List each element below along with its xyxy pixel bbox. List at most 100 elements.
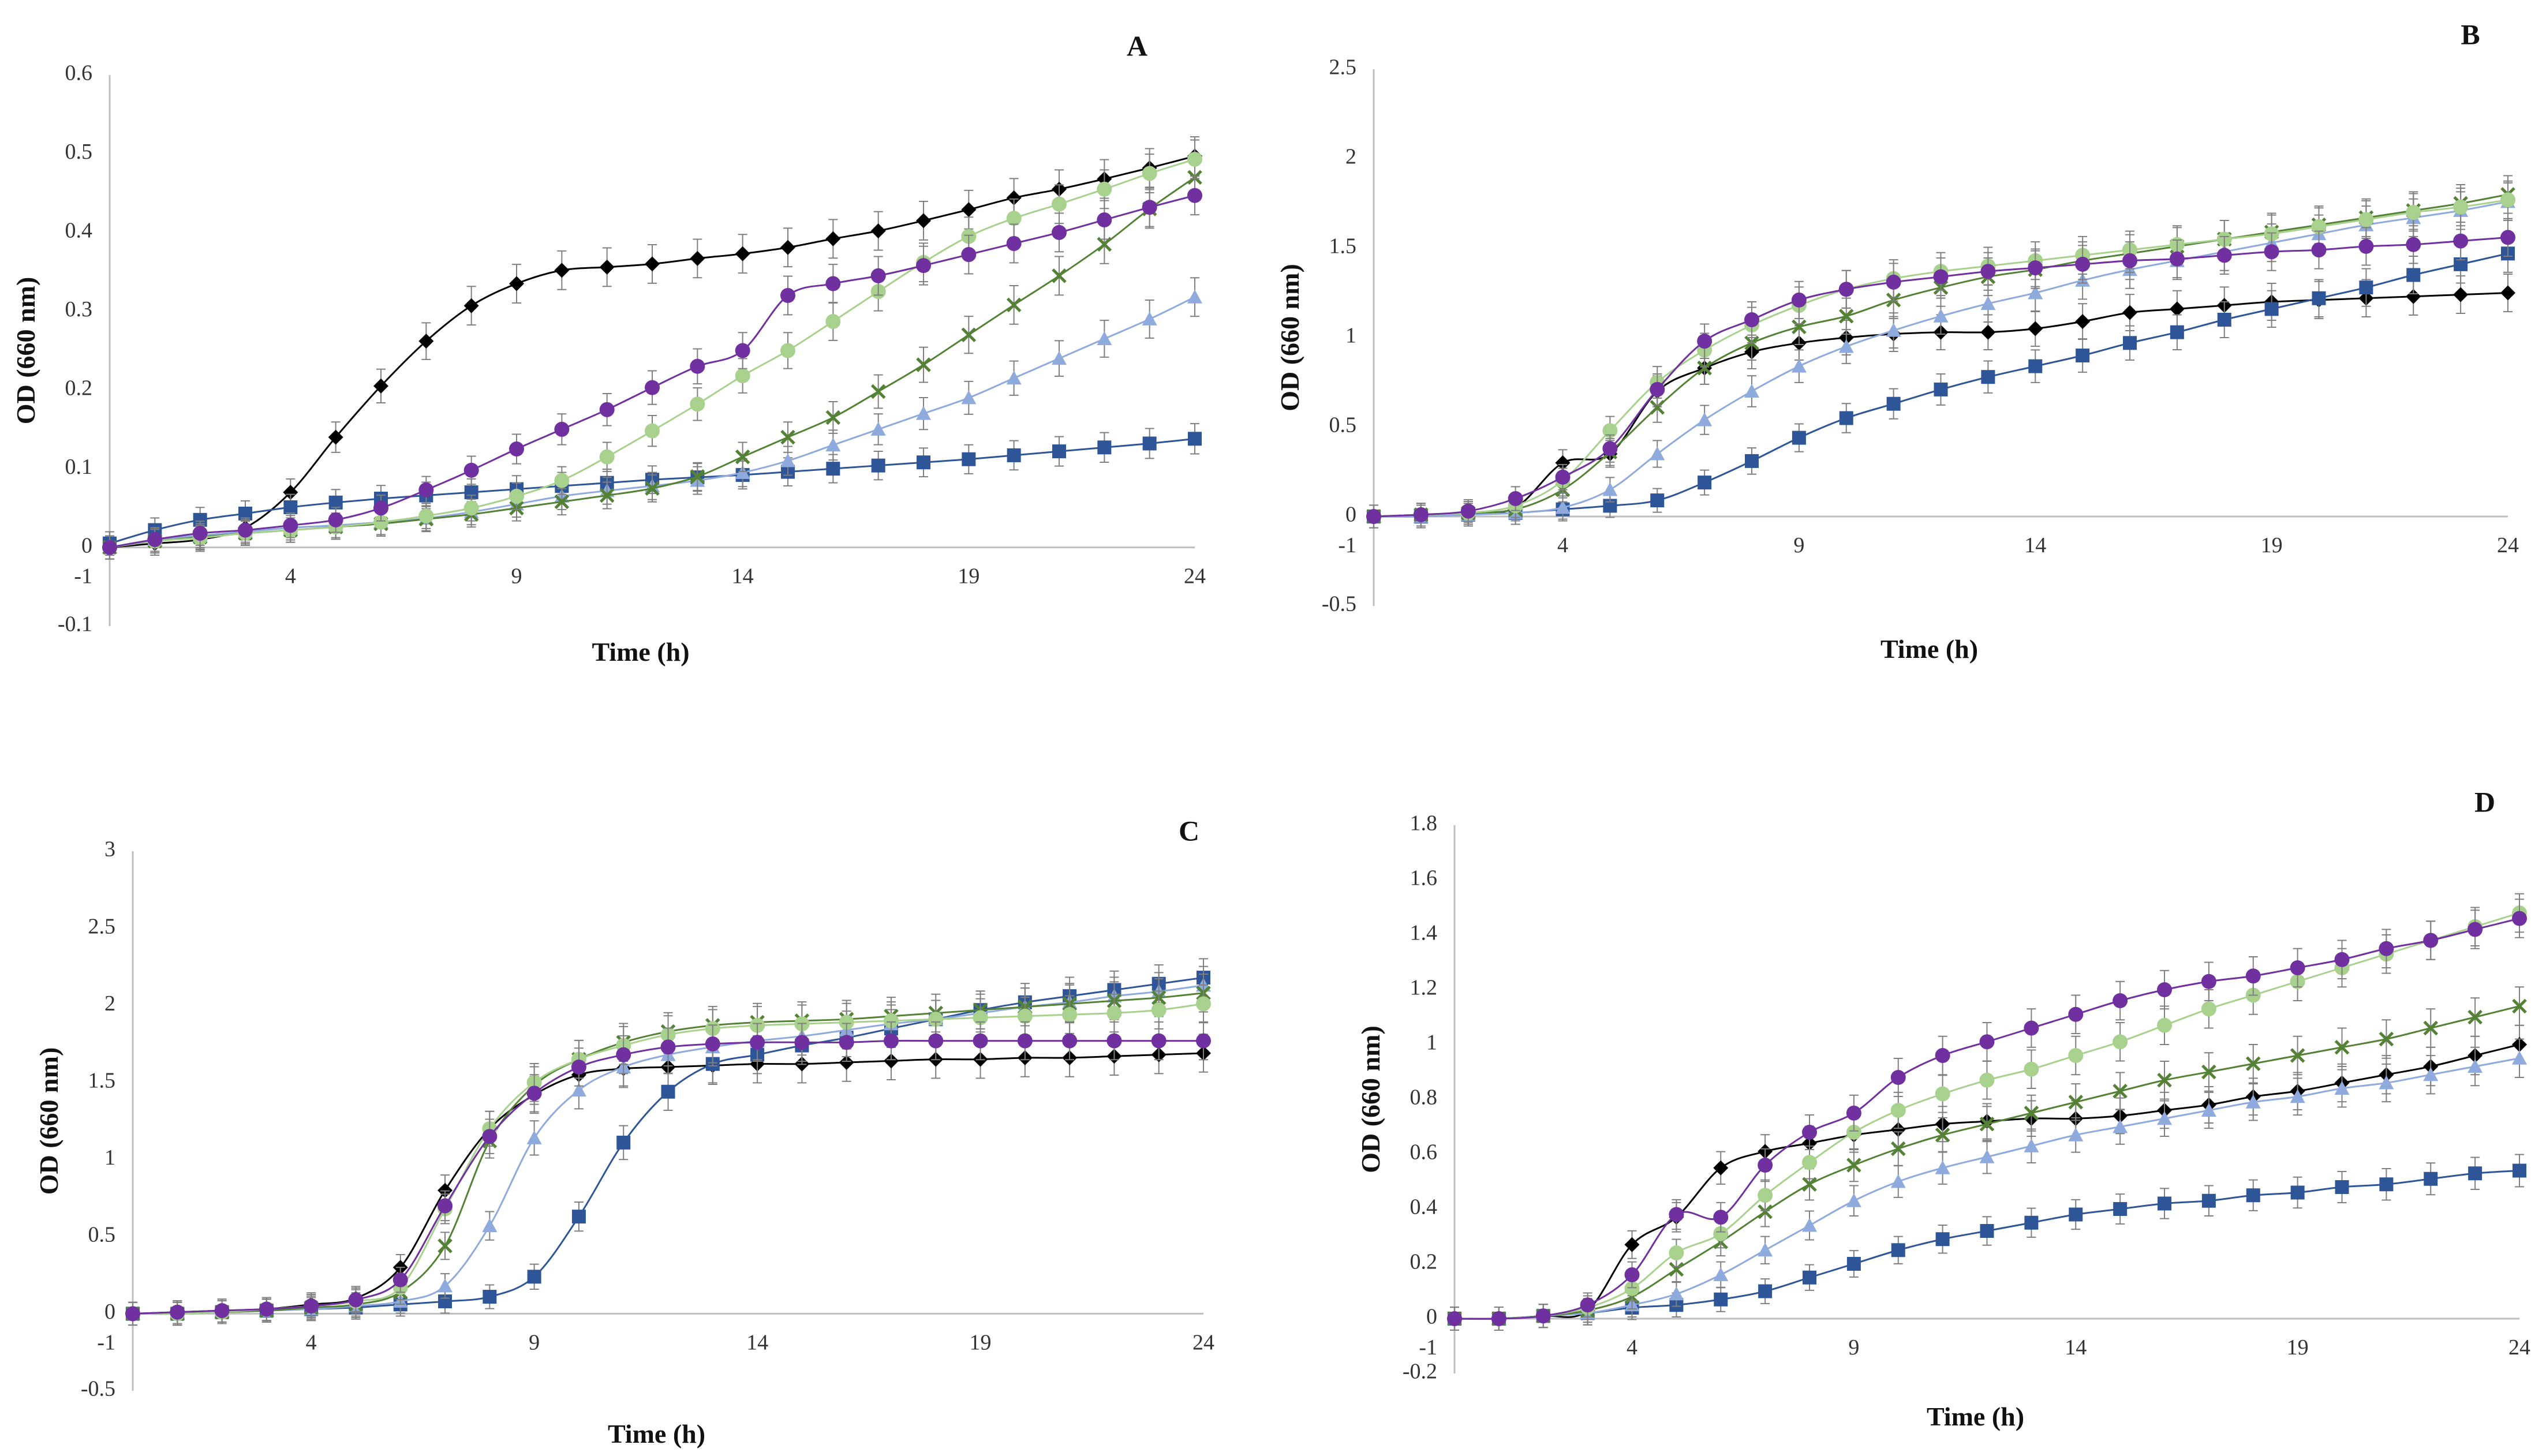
data-point-purple (1508, 491, 1523, 506)
data-point-purple (1602, 441, 1618, 456)
data-point-lightblue (571, 1083, 586, 1097)
data-point-purple (1935, 1048, 1950, 1063)
data-point-black (328, 429, 343, 445)
y-tick-label: 3 (104, 837, 115, 862)
data-point-purple (259, 1301, 274, 1317)
data-point-lightgreen (735, 368, 750, 384)
data-point-purple (2075, 256, 2091, 272)
data-point-purple (1535, 1308, 1551, 1324)
x-axis-title: Time (h) (1880, 634, 1978, 664)
data-point-green (2290, 1048, 2305, 1063)
panel-letter: D (2474, 785, 2495, 818)
data-point-purple (1062, 1033, 1078, 1049)
data-point-lightgreen (1669, 1245, 1684, 1260)
data-point-lightblue (2290, 1089, 2305, 1103)
data-point-lightblue (1142, 311, 1157, 325)
data-point-green (1052, 268, 1067, 283)
data-point-lightblue (870, 421, 886, 436)
data-point-blue (2406, 268, 2421, 282)
data-point-green (1669, 1262, 1684, 1277)
data-point-purple (328, 512, 343, 527)
data-point-purple (1980, 264, 1996, 279)
data-point-lightblue (1669, 1286, 1684, 1301)
data-point-green (870, 384, 886, 399)
x-tick-label: 19 (2261, 533, 2283, 557)
data-point-blue (2123, 336, 2137, 350)
data-point-green (2423, 1020, 2439, 1036)
data-point-lightgreen (928, 1012, 944, 1027)
data-point-black (283, 485, 298, 500)
data-point-purple (1713, 1210, 1729, 1225)
data-point-black (554, 263, 570, 278)
data-point-lightgreen (2024, 1061, 2039, 1077)
data-point-lightgreen (1062, 1007, 1078, 1023)
y-tick-label: 2.5 (1329, 55, 1357, 80)
x-tick-label: 9 (1793, 533, 1804, 557)
y-tick-label: 1.8 (1410, 811, 1438, 836)
data-point-blue (1698, 476, 1712, 490)
data-point-blue (1792, 431, 1806, 445)
data-point-green (825, 410, 841, 425)
data-point-blue (1097, 440, 1112, 455)
data-point-purple (2264, 244, 2279, 260)
data-point-purple (2024, 1020, 2039, 1036)
data-point-lightblue (1758, 1242, 1773, 1257)
data-point-blue (616, 1135, 631, 1150)
data-point-purple (1555, 469, 1571, 485)
data-point-lightgreen (2113, 1034, 2128, 1050)
data-point-blue (826, 462, 840, 476)
panel-letter: B (2461, 18, 2480, 50)
data-point-lightgreen (825, 314, 841, 330)
data-point-green (1802, 1177, 1817, 1192)
data-point-lightblue (2113, 1119, 2128, 1133)
data-point-blue (1188, 432, 1202, 446)
data-point-purple (373, 500, 388, 516)
y-tick-label: 2 (1345, 145, 1356, 169)
data-point-purple (2122, 253, 2137, 268)
data-point-lightblue (1697, 412, 1713, 426)
y-tick-label: 0.5 (88, 1223, 116, 1247)
data-point-lightblue (1713, 1267, 1729, 1281)
data-point-green (961, 327, 977, 342)
data-point-purple (961, 247, 977, 263)
series-purple (102, 175, 1202, 560)
x-tick-label: 14 (2065, 1335, 2087, 1360)
data-point-blue (2217, 313, 2231, 327)
data-point-lightblue (2512, 1050, 2527, 1065)
data-point-lightgreen (2453, 199, 2469, 215)
data-point-lightgreen (883, 1013, 899, 1028)
data-point-purple (1886, 274, 1901, 290)
data-point-black (418, 334, 434, 349)
data-point-black (645, 256, 660, 272)
x-tick-label: 9 (1848, 1335, 1859, 1360)
data-point-lightgreen (373, 514, 388, 530)
x-tick-label: -1 (97, 1330, 115, 1354)
data-point-purple (348, 1292, 364, 1308)
data-point-black (2406, 289, 2421, 304)
data-point-purple (883, 1033, 899, 1049)
data-point-purple (1838, 282, 1854, 297)
data-point-lightblue (1979, 1149, 1995, 1163)
series-purple (1366, 218, 2515, 529)
data-point-lightblue (438, 1278, 453, 1293)
data-point-lightblue (1602, 482, 1618, 496)
data-point-black (1006, 190, 1022, 205)
data-point-black (2453, 287, 2469, 302)
data-point-lightblue (1980, 296, 1996, 310)
data-point-purple (526, 1086, 542, 1101)
data-point-black (825, 231, 841, 246)
data-point-blue (283, 500, 298, 514)
data-point-lightblue (2379, 1075, 2394, 1090)
data-point-purple (214, 1303, 230, 1319)
data-point-green (554, 494, 570, 510)
data-point-lightgreen (1758, 1188, 1773, 1203)
y-tick-label: 0.4 (1410, 1195, 1438, 1219)
data-point-blue (2335, 1180, 2349, 1194)
data-point-blue (2113, 1202, 2128, 1216)
data-point-purple (1151, 1033, 1167, 1049)
y-tick-label: 0.2 (65, 376, 93, 400)
data-point-blue (1758, 1284, 1773, 1298)
x-tick-label: 4 (1627, 1335, 1637, 1360)
data-point-blue (483, 1290, 497, 1304)
data-point-green (780, 429, 795, 445)
